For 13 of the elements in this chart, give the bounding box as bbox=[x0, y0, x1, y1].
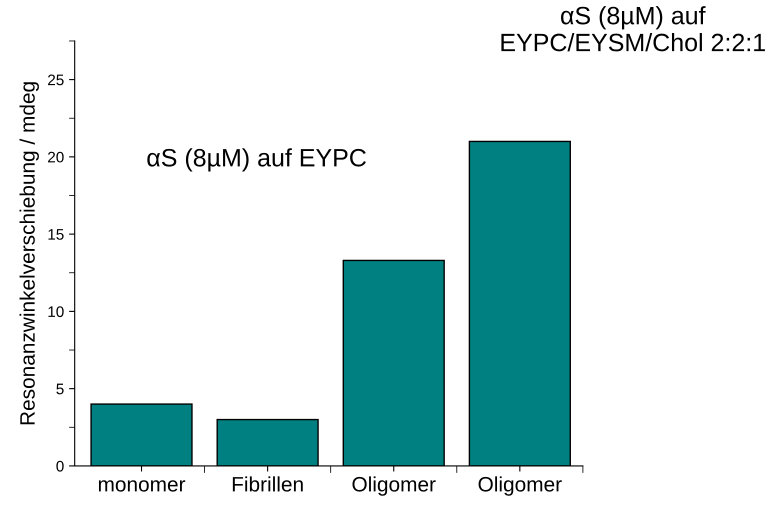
annotation: αS (8µM) auf EYPC/EYSM/Chol 2:2:1 bbox=[501, 6, 765, 52]
x-tick-label: Oligomer bbox=[478, 476, 562, 496]
y-axis-title: Resonanzwinkelverschiebung / mdeg bbox=[20, 82, 39, 424]
x-tick-label: monomer bbox=[98, 480, 186, 492]
y-tick-label: 0 bbox=[56, 460, 64, 472]
x-tick-label: Oligomer bbox=[352, 476, 436, 496]
y-tick-label: 10 bbox=[48, 306, 64, 318]
y-tick-label: 15 bbox=[48, 229, 64, 240]
y-tick-label: 25 bbox=[48, 74, 64, 86]
annotation: αS (8µM) auf EYPC bbox=[147, 148, 366, 172]
x-tick-label: Fibrillen bbox=[232, 476, 303, 492]
y-tick-label: 5 bbox=[56, 384, 64, 394]
y-tick-label: 20 bbox=[48, 152, 64, 163]
